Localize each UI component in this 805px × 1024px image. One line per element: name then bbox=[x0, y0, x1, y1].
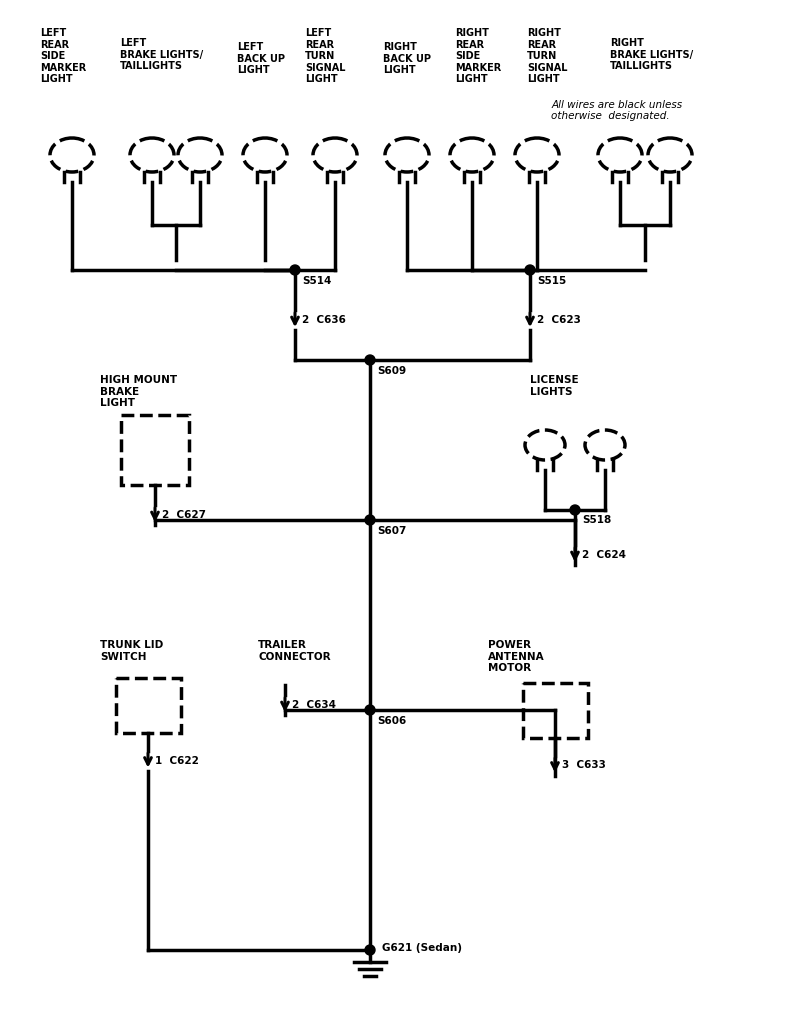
Circle shape bbox=[365, 515, 375, 525]
Text: LEFT
REAR
TURN
SIGNAL
LIGHT: LEFT REAR TURN SIGNAL LIGHT bbox=[305, 28, 345, 84]
Text: TRUNK LID
SWITCH: TRUNK LID SWITCH bbox=[100, 640, 163, 662]
Text: 2  C627: 2 C627 bbox=[162, 510, 206, 520]
Text: HIGH MOUNT
BRAKE
LIGHT: HIGH MOUNT BRAKE LIGHT bbox=[100, 375, 177, 409]
Text: All wires are black unless
otherwise  designated.: All wires are black unless otherwise des… bbox=[551, 99, 683, 122]
Text: G621 (Sedan): G621 (Sedan) bbox=[382, 943, 462, 953]
Text: S607: S607 bbox=[377, 526, 407, 536]
Circle shape bbox=[290, 265, 300, 275]
Text: POWER
ANTENNA
MOTOR: POWER ANTENNA MOTOR bbox=[488, 640, 545, 673]
Text: 2  C623: 2 C623 bbox=[537, 315, 581, 325]
Text: S515: S515 bbox=[537, 276, 566, 286]
Text: S609: S609 bbox=[377, 366, 407, 376]
Circle shape bbox=[365, 355, 375, 365]
Bar bbox=[121, 415, 189, 485]
Text: RIGHT
BACK UP
LIGHT: RIGHT BACK UP LIGHT bbox=[383, 42, 431, 75]
Circle shape bbox=[365, 705, 375, 715]
Text: LICENSE
LIGHTS: LICENSE LIGHTS bbox=[530, 375, 579, 396]
Text: RIGHT
REAR
SIDE
MARKER
LIGHT: RIGHT REAR SIDE MARKER LIGHT bbox=[455, 28, 502, 84]
Text: LEFT
BRAKE LIGHTS/
TAILLIGHTS: LEFT BRAKE LIGHTS/ TAILLIGHTS bbox=[120, 38, 203, 72]
Text: LEFT
BACK UP
LIGHT: LEFT BACK UP LIGHT bbox=[237, 42, 285, 75]
Text: S514: S514 bbox=[302, 276, 332, 286]
Text: S518: S518 bbox=[582, 515, 611, 525]
Bar bbox=[115, 678, 180, 732]
Text: S606: S606 bbox=[377, 716, 407, 726]
Circle shape bbox=[570, 505, 580, 515]
Circle shape bbox=[365, 945, 375, 955]
Text: TRAILER
CONNECTOR: TRAILER CONNECTOR bbox=[258, 640, 331, 662]
Text: 3  C633: 3 C633 bbox=[562, 761, 606, 770]
Bar bbox=[522, 683, 588, 737]
Text: 2  C634: 2 C634 bbox=[292, 700, 336, 710]
Text: RIGHT
REAR
TURN
SIGNAL
LIGHT: RIGHT REAR TURN SIGNAL LIGHT bbox=[527, 28, 568, 84]
Text: 1  C622: 1 C622 bbox=[155, 756, 199, 766]
Text: 2  C636: 2 C636 bbox=[302, 315, 346, 325]
Circle shape bbox=[525, 265, 535, 275]
Text: 2  C624: 2 C624 bbox=[582, 550, 626, 560]
Text: LEFT
REAR
SIDE
MARKER
LIGHT: LEFT REAR SIDE MARKER LIGHT bbox=[40, 28, 86, 84]
Text: RIGHT
BRAKE LIGHTS/
TAILLIGHTS: RIGHT BRAKE LIGHTS/ TAILLIGHTS bbox=[610, 38, 693, 72]
